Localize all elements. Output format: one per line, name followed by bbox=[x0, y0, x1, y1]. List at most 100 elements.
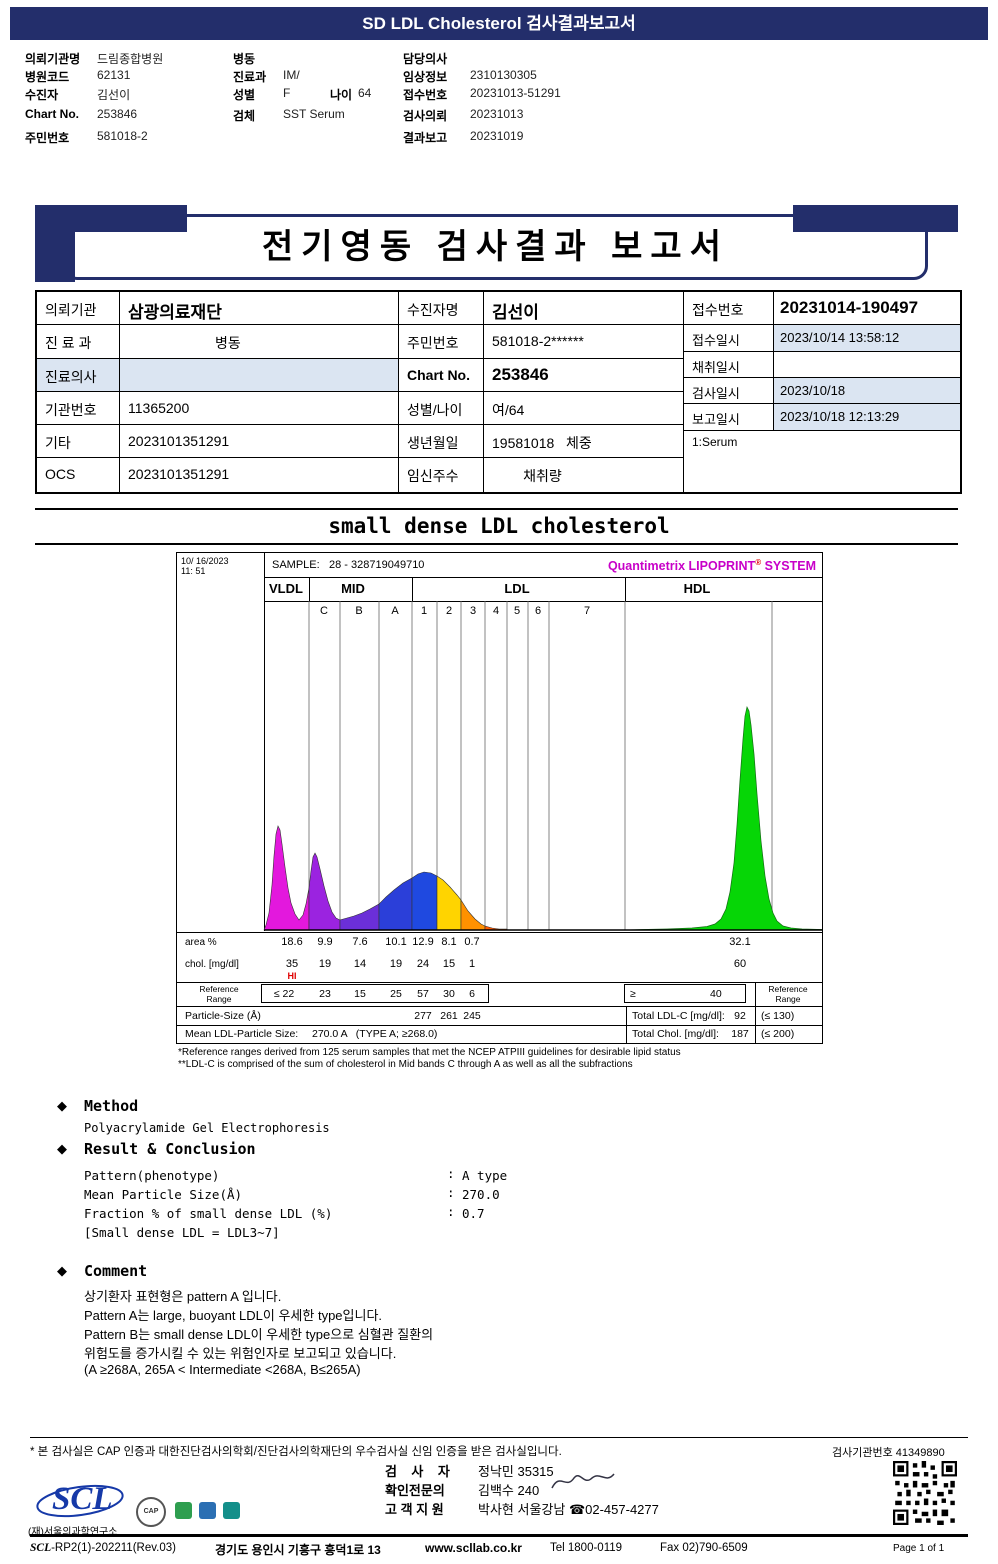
chol-value: 14 bbox=[353, 958, 367, 970]
info-value: 62131 bbox=[97, 68, 131, 82]
comment-line: 위험도를 증가시킬 수 있는 위험인자로 보고되고 있습니다. bbox=[84, 1346, 397, 1361]
hi-flag: HI bbox=[287, 971, 297, 981]
subband-label: 1 bbox=[420, 605, 428, 617]
table-label: 진료의사 bbox=[37, 359, 120, 392]
footer-address: 경기도 용인시 기흥구 흥덕1로 13 bbox=[215, 1543, 381, 1557]
comment-line: 상기환자 표현형은 pattern A 입니다. bbox=[84, 1289, 282, 1304]
reference-label-line1: Reference bbox=[199, 984, 239, 994]
chol-value: 24 bbox=[416, 958, 430, 970]
report-title: SD LDL Cholesterol 검사결과보고서 bbox=[362, 14, 636, 33]
table-value: 253846 bbox=[484, 359, 684, 392]
area-value: 18.6 bbox=[281, 936, 303, 948]
area-row-label: area % bbox=[185, 937, 217, 948]
organization-name: (재)서울의과학연구소 bbox=[28, 1527, 118, 1538]
reference-label-line2: Range bbox=[775, 993, 801, 1004]
area-value: 8.1 bbox=[441, 936, 457, 948]
ref-hdl-sign: ≥ bbox=[630, 988, 636, 1000]
chol-value: 1 bbox=[468, 958, 476, 970]
mean-particle-label: Mean LDL-Particle Size: bbox=[185, 1028, 299, 1040]
reference-box bbox=[261, 984, 489, 1003]
accreditation-logo-blue bbox=[199, 1502, 216, 1519]
confirming-physician-value: 김백수 240 bbox=[478, 1483, 540, 1498]
info-label: 결과보고 bbox=[403, 131, 448, 145]
lab-number: 검사기관번호 41349890 bbox=[832, 1447, 945, 1459]
sample-value: 28 - 328719049710 bbox=[329, 559, 425, 571]
table-label: 검사일시 bbox=[684, 378, 774, 404]
chart-gridline bbox=[177, 1006, 822, 1007]
result-row-value: A type bbox=[462, 1168, 508, 1183]
table-label: 주민번호 bbox=[399, 325, 484, 359]
comment-line: Pattern A는 large, buoyant LDL이 우세한 type입… bbox=[84, 1308, 383, 1323]
electrophoresis-trace bbox=[263, 601, 822, 931]
bullet-icon: ◆ bbox=[57, 1098, 67, 1113]
ref-value: 15 bbox=[354, 988, 366, 1000]
ref-value: 30 bbox=[443, 988, 455, 1000]
table-value: 2023101351291 bbox=[120, 458, 399, 492]
info-value: 20231013 bbox=[470, 107, 524, 121]
reference-label-line1: Reference bbox=[768, 984, 808, 994]
particle-size-label: Particle-Size (Å) bbox=[185, 1010, 261, 1022]
total-ldl-value: 92 bbox=[734, 1010, 746, 1022]
scl-logo-swoosh bbox=[36, 1484, 124, 1518]
result-row-value: 0.7 bbox=[462, 1206, 485, 1221]
ref-value: ≤ 22 bbox=[273, 988, 295, 1000]
document-number: SCL-RP2(1)-202211(Rev.03) bbox=[30, 1542, 176, 1554]
result-row-colon: : bbox=[447, 1204, 455, 1219]
system-brand-text: Quantimetrix LIPOPRINT bbox=[607, 559, 756, 574]
footer-website: www.scllab.co.kr bbox=[425, 1541, 522, 1555]
comment-line: Pattern B는 small dense LDL이 우세한 type으로 심… bbox=[84, 1327, 434, 1342]
info-label: 검체 bbox=[233, 109, 256, 123]
table-label: 접수일시 bbox=[684, 325, 774, 352]
lipoprint-chart: 10/ 16/2023 11: 51 SAMPLE: 28 - 328719049… bbox=[176, 552, 823, 1044]
table-value: 2023/10/18 12:13:29 bbox=[774, 404, 960, 431]
info-value: 드림종합병원 bbox=[97, 52, 164, 66]
table-value: 여/64 bbox=[484, 392, 684, 425]
area-value: 0.7 bbox=[464, 936, 480, 948]
particle-value: 277 bbox=[414, 1010, 432, 1022]
bullet-icon: ◆ bbox=[57, 1141, 67, 1156]
info-label: 의뢰기관명 bbox=[25, 52, 81, 66]
examiner-value: 정낙민 35315 bbox=[478, 1464, 554, 1479]
chart-gridline bbox=[264, 553, 265, 931]
table-label: 생년월일 bbox=[399, 425, 484, 458]
bullet-icon: ◆ bbox=[57, 1263, 67, 1278]
info-label: 병동 bbox=[233, 52, 256, 66]
band-header-ldl: LDL bbox=[504, 581, 530, 596]
document-number-rest: -RP2(1)-202211(Rev.03) bbox=[51, 1542, 176, 1554]
band-header-vldl: VLDL bbox=[269, 581, 303, 596]
info-label: 검사의뢰 bbox=[403, 109, 448, 123]
table-value: 20231014-190497 bbox=[774, 292, 960, 325]
info-value: F bbox=[283, 86, 291, 100]
customer-support-label: 고 객 지 원 bbox=[385, 1502, 444, 1517]
chart-gridline bbox=[625, 577, 626, 601]
info-value: SST Serum bbox=[283, 107, 345, 121]
table-label: 수진자명 bbox=[399, 292, 484, 325]
examiner-label: 검 사 자 bbox=[385, 1464, 450, 1479]
chol-value: 19 bbox=[389, 958, 403, 970]
chart-footnote-1: *Reference ranges derived from 125 serum… bbox=[178, 1047, 681, 1058]
result-row-value: 270.0 bbox=[462, 1187, 500, 1202]
table-label: OCS bbox=[37, 458, 120, 492]
footer-thick-divider bbox=[30, 1534, 968, 1537]
info-label: 임상정보 bbox=[403, 70, 448, 84]
table-label: 의뢰기관 bbox=[37, 292, 120, 325]
reference-label-line2: Range bbox=[206, 993, 232, 1004]
serum-note: 1:Serum bbox=[692, 435, 738, 449]
method-body: Polyacrylamide Gel Electrophoresis bbox=[84, 1121, 330, 1135]
info-label: Chart No. bbox=[25, 107, 79, 121]
sample-label: SAMPLE: bbox=[272, 559, 320, 571]
table-value: 2023/10/18 bbox=[774, 378, 960, 404]
table-value: 2023101351291 bbox=[120, 425, 399, 458]
mean-particle-value: 270.0 A (TYPE A; ≥268.0) bbox=[312, 1028, 438, 1040]
band-header-hdl: HDL bbox=[683, 581, 711, 596]
table-value: 김선이 bbox=[484, 292, 684, 325]
info-value: IM/ bbox=[283, 68, 300, 82]
ref-value: 57 bbox=[417, 988, 429, 1000]
info-value: 581018-2 bbox=[97, 129, 148, 143]
area-value: 7.6 bbox=[352, 936, 368, 948]
report-title-bar: SD LDL Cholesterol 검사결과보고서 bbox=[10, 7, 988, 40]
banner: 전기영동 검사결과 보고서 bbox=[35, 205, 958, 282]
document-number-scl: SCL bbox=[30, 1542, 52, 1554]
banner-bar-top-right bbox=[793, 205, 958, 232]
chart-time: 11: 51 bbox=[181, 566, 206, 576]
